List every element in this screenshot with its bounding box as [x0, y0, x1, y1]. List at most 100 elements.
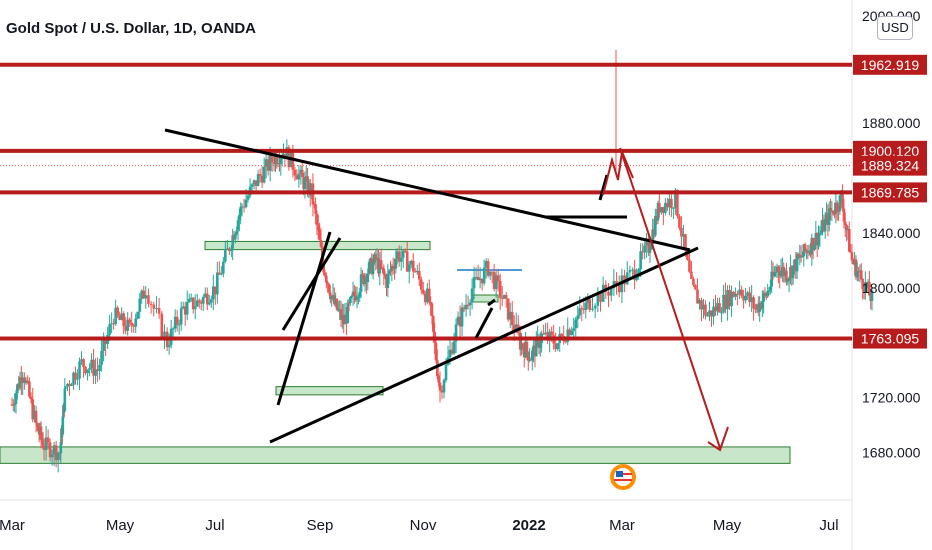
candle-body: [275, 155, 279, 164]
candle-body: [496, 275, 500, 282]
currency-selector[interactable]: USD: [877, 16, 913, 40]
candle-body: [660, 207, 663, 213]
candle-body: [34, 410, 38, 424]
us-flag-icon-canton: [616, 471, 623, 477]
trendline-1[interactable]: [269, 246, 699, 444]
candle-body: [270, 155, 274, 163]
trendline-5[interactable]: [474, 307, 494, 339]
candle-body: [211, 286, 215, 300]
candle-body: [706, 315, 709, 317]
candle-body: [18, 377, 22, 389]
candle-body: [806, 250, 810, 253]
y-tick-label: 1680.000: [862, 444, 921, 460]
candle-body: [666, 202, 669, 208]
candle-body: [54, 445, 58, 461]
price-label-box[interactable]: [853, 155, 927, 176]
candle-body: [825, 213, 828, 220]
candle-body: [175, 316, 179, 325]
support-zone-bottom[interactable]: [0, 446, 791, 464]
candle-body: [361, 274, 364, 276]
x-tick-label: Nov: [410, 517, 437, 534]
candle-body: [498, 281, 502, 298]
candle-body: [236, 220, 240, 231]
candle-body: [319, 239, 323, 247]
candle-body: [566, 329, 570, 342]
candle-body: [373, 254, 376, 263]
candle-body: [310, 183, 313, 196]
candle-body: [378, 260, 382, 274]
trendline-6[interactable]: [487, 298, 496, 307]
candle-body: [258, 174, 262, 176]
candle-body: [809, 250, 812, 255]
candle-body: [736, 293, 739, 295]
candle-body: [369, 258, 372, 262]
candle-body: [512, 325, 516, 332]
trendline-0[interactable]: [164, 128, 691, 252]
support-zone-aug[interactable]: [275, 386, 384, 396]
candle-body: [124, 326, 127, 331]
candle-body: [381, 267, 384, 269]
candle-body: [655, 216, 658, 221]
candle-body: [578, 308, 582, 316]
price-label-box[interactable]: [853, 54, 927, 75]
candle-body: [452, 341, 456, 354]
candle-body: [419, 279, 423, 290]
trendline-2[interactable]: [276, 231, 332, 406]
candle-body: [343, 314, 347, 325]
candle-body: [437, 376, 440, 383]
trendline-3[interactable]: [281, 237, 342, 331]
candle-body: [293, 169, 297, 176]
candle-body: [759, 302, 763, 309]
x-tick-label: May: [713, 517, 742, 534]
candle-body: [746, 292, 749, 296]
price-label-box[interactable]: [853, 182, 927, 203]
candle-body: [216, 272, 219, 295]
candle-body: [199, 302, 203, 304]
candle-body: [430, 303, 434, 316]
candle-body: [48, 442, 52, 458]
candle-body: [533, 345, 537, 357]
candle-body: [801, 256, 804, 258]
candle-body: [84, 366, 87, 374]
candle-body: [854, 259, 858, 278]
trendline-7[interactable]: [598, 174, 609, 201]
candle-body: [506, 298, 510, 320]
candle-body: [274, 155, 277, 165]
candle-body: [518, 333, 522, 350]
projection-zigzag[interactable]: [602, 148, 634, 196]
candle-body: [325, 275, 328, 283]
candle-body: [393, 268, 396, 270]
candle-body: [126, 319, 129, 331]
candle-body: [250, 184, 254, 187]
candle-body: [128, 319, 131, 323]
candle-body: [114, 307, 117, 324]
price-label-text: 1962.919: [861, 57, 920, 73]
candle-body: [10, 404, 14, 406]
candle-body: [40, 437, 44, 442]
candle-body: [108, 324, 111, 335]
candle-body: [716, 303, 719, 312]
candle-body: [86, 369, 89, 374]
resistance-zone-mid[interactable]: [204, 240, 431, 251]
candle-body: [492, 272, 496, 289]
candle-body: [462, 307, 466, 310]
candle-body: [448, 349, 452, 358]
candle-body: [307, 182, 311, 194]
projection-arrow-line[interactable]: [619, 147, 721, 449]
candle-body: [195, 300, 199, 307]
candle-body: [140, 290, 144, 299]
price-label-text: 1869.785: [861, 184, 920, 200]
candle-body: [291, 151, 295, 170]
candle-body: [297, 173, 301, 180]
candle-body: [793, 259, 796, 266]
candle-body: [576, 315, 580, 320]
candle-body: [100, 350, 103, 365]
candle-body: [586, 299, 590, 303]
candle-body: [596, 293, 600, 306]
price-label-box[interactable]: [853, 328, 927, 349]
candle-body: [46, 437, 50, 443]
candle-body: [532, 345, 535, 351]
candle-body: [858, 270, 862, 272]
candle-body: [521, 343, 525, 349]
